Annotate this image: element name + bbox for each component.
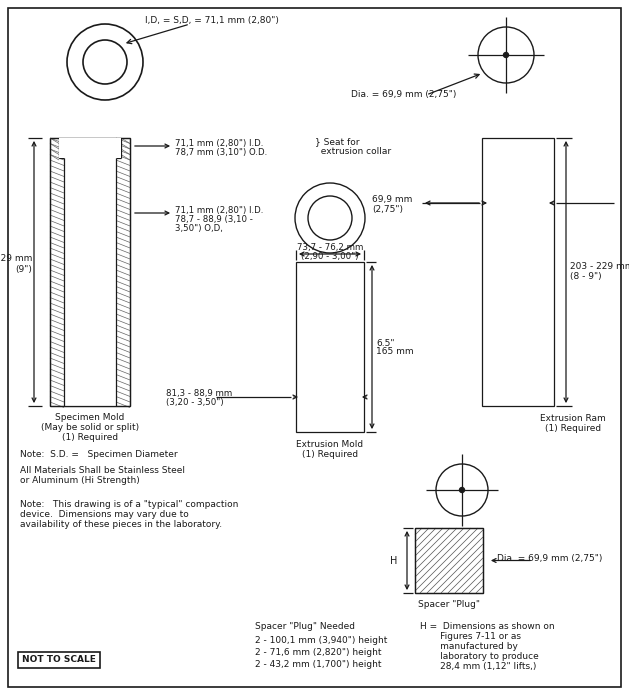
Text: manufactured by: manufactured by bbox=[420, 642, 518, 651]
Bar bbox=[50, 138, 130, 406]
Bar bbox=[415, 528, 483, 593]
Text: (1) Required: (1) Required bbox=[302, 450, 358, 459]
Circle shape bbox=[295, 183, 365, 253]
Text: NOT TO SCALE: NOT TO SCALE bbox=[22, 655, 96, 664]
Text: (8 - 9"): (8 - 9") bbox=[570, 272, 601, 281]
Text: 71,1 mm (2,80") I.D.: 71,1 mm (2,80") I.D. bbox=[175, 139, 264, 148]
Text: 78,7 - 88,9 (3,10 -: 78,7 - 88,9 (3,10 - bbox=[175, 215, 253, 224]
Text: Extrusion Mold: Extrusion Mold bbox=[296, 440, 364, 449]
Text: 73,7 - 76,2 mm: 73,7 - 76,2 mm bbox=[297, 243, 363, 252]
Circle shape bbox=[308, 196, 352, 240]
Text: 71,1 mm (2,80") I.D.: 71,1 mm (2,80") I.D. bbox=[175, 206, 264, 215]
Text: Dia. = 69,9 mm (2,75"): Dia. = 69,9 mm (2,75") bbox=[351, 90, 457, 99]
Text: 2 - 43,2 mm (1,700") height: 2 - 43,2 mm (1,700") height bbox=[255, 660, 382, 669]
Bar bbox=[64, 138, 116, 406]
Text: I,D, = S,D, = 71,1 mm (2,80"): I,D, = S,D, = 71,1 mm (2,80") bbox=[145, 16, 279, 25]
Text: 69,9 mm: 69,9 mm bbox=[372, 195, 413, 204]
Text: or Aluminum (Hi Strength): or Aluminum (Hi Strength) bbox=[20, 476, 140, 485]
Text: All Materials Shall be Stainless Steel: All Materials Shall be Stainless Steel bbox=[20, 466, 185, 475]
Circle shape bbox=[460, 487, 464, 493]
Bar bbox=[482, 138, 554, 406]
Text: laboratory to produce: laboratory to produce bbox=[420, 652, 539, 661]
Circle shape bbox=[503, 53, 508, 58]
Bar bbox=[59, 138, 121, 158]
Text: 2 - 71,6 mm (2,820") height: 2 - 71,6 mm (2,820") height bbox=[255, 648, 382, 657]
Text: (May be solid or split): (May be solid or split) bbox=[41, 423, 139, 432]
Text: H =  Dimensions as shown on: H = Dimensions as shown on bbox=[420, 622, 555, 631]
Text: Spacer "Plug": Spacer "Plug" bbox=[418, 600, 480, 609]
Text: Extrusion Ram: Extrusion Ram bbox=[540, 414, 606, 423]
Text: 229 mm
(9"): 229 mm (9") bbox=[0, 254, 32, 274]
Text: 203 - 229 mm: 203 - 229 mm bbox=[570, 262, 629, 271]
Text: (2,75"): (2,75") bbox=[372, 205, 403, 214]
Text: 2 - 100,1 mm (3,940") height: 2 - 100,1 mm (3,940") height bbox=[255, 636, 387, 645]
Text: 3,50") O,D,: 3,50") O,D, bbox=[175, 224, 223, 233]
Text: 165 mm: 165 mm bbox=[376, 347, 414, 356]
Text: 6.5": 6.5" bbox=[376, 339, 394, 348]
Text: (1) Required: (1) Required bbox=[545, 424, 601, 433]
Text: Note:   This drawing is of a "typical" compaction: Note: This drawing is of a "typical" com… bbox=[20, 500, 238, 509]
Text: H: H bbox=[389, 555, 397, 566]
Text: 28,4 mm (1,12" lifts,): 28,4 mm (1,12" lifts,) bbox=[420, 662, 537, 671]
Text: device.  Dimensions may vary due to: device. Dimensions may vary due to bbox=[20, 510, 189, 519]
Text: Dia. = 69,9 mm (2,75"): Dia. = 69,9 mm (2,75") bbox=[497, 555, 603, 564]
Text: (1) Required: (1) Required bbox=[62, 433, 118, 442]
Text: 78,7 mm (3,10") O.D.: 78,7 mm (3,10") O.D. bbox=[175, 148, 267, 157]
Text: } Seat for: } Seat for bbox=[315, 137, 360, 146]
Text: Spacer "Plug" Needed: Spacer "Plug" Needed bbox=[255, 622, 355, 631]
Text: availability of these pieces in the laboratory.: availability of these pieces in the labo… bbox=[20, 520, 222, 529]
Bar bbox=[415, 528, 483, 593]
Text: Specimen Mold: Specimen Mold bbox=[55, 413, 125, 422]
Text: (3,20 - 3,50"): (3,20 - 3,50") bbox=[166, 398, 224, 407]
Text: 81,3 - 88,9 mm: 81,3 - 88,9 mm bbox=[166, 389, 232, 398]
Bar bbox=[296, 262, 364, 432]
Text: (2,90 - 3,00"): (2,90 - 3,00") bbox=[301, 252, 359, 261]
Text: Note:  S.D. =   Specimen Diameter: Note: S.D. = Specimen Diameter bbox=[20, 450, 177, 459]
Text: extrusion collar: extrusion collar bbox=[315, 147, 391, 156]
Text: Figures 7-11 or as: Figures 7-11 or as bbox=[420, 632, 521, 641]
Bar bbox=[18, 652, 100, 668]
